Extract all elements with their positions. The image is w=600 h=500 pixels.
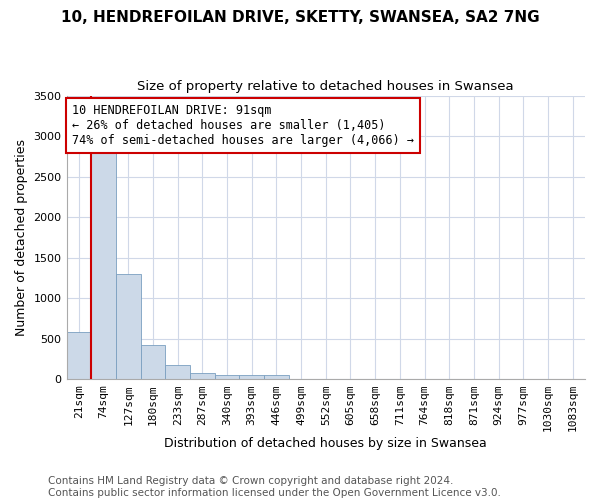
Text: 10 HENDREFOILAN DRIVE: 91sqm
← 26% of detached houses are smaller (1,405)
74% of: 10 HENDREFOILAN DRIVE: 91sqm ← 26% of de… xyxy=(72,104,414,147)
Bar xyxy=(264,375,289,380)
Title: Size of property relative to detached houses in Swansea: Size of property relative to detached ho… xyxy=(137,80,514,93)
Text: 10, HENDREFOILAN DRIVE, SKETTY, SWANSEA, SA2 7NG: 10, HENDREFOILAN DRIVE, SKETTY, SWANSEA,… xyxy=(61,10,539,25)
Y-axis label: Number of detached properties: Number of detached properties xyxy=(15,139,28,336)
Bar xyxy=(140,346,165,380)
Bar xyxy=(67,332,91,380)
Bar xyxy=(239,375,264,380)
Bar xyxy=(215,375,239,380)
Bar xyxy=(190,374,215,380)
Bar xyxy=(165,365,190,380)
Bar xyxy=(91,144,116,380)
X-axis label: Distribution of detached houses by size in Swansea: Distribution of detached houses by size … xyxy=(164,437,487,450)
Text: Contains HM Land Registry data © Crown copyright and database right 2024.
Contai: Contains HM Land Registry data © Crown c… xyxy=(48,476,501,498)
Bar xyxy=(116,274,140,380)
